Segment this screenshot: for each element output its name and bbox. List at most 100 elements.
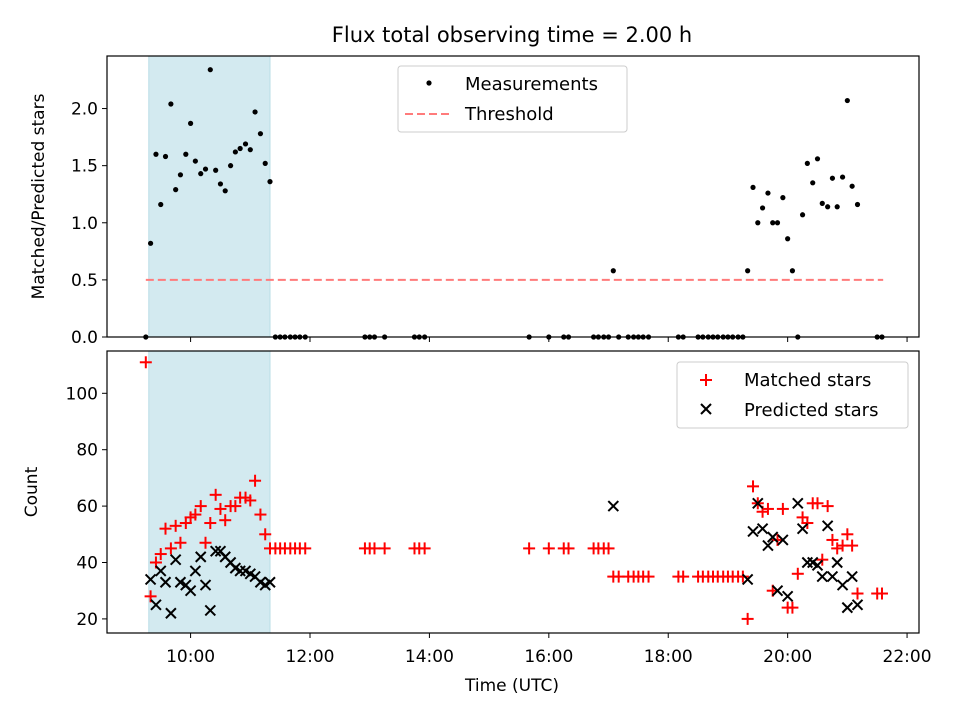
y-tick-label: 1.0	[71, 214, 98, 234]
matched-star-marker	[299, 542, 312, 555]
predicted-star-marker	[801, 556, 814, 569]
measurement-point	[267, 179, 273, 185]
ratio-y-ticks: 0.0 0.5 1.0 1.5 2.0	[71, 100, 107, 348]
predicted-star-marker	[174, 576, 187, 588]
matched-star-marker	[821, 500, 834, 513]
x-tick-label: 18:00	[644, 647, 693, 667]
ratio-y-axis-label: Matched/Predicted stars	[29, 93, 49, 299]
matched-star-marker	[677, 570, 690, 583]
marker-stroke	[180, 579, 192, 591]
measurement-point	[774, 220, 781, 226]
marker-stroke	[607, 500, 620, 512]
measurement-point	[780, 195, 786, 201]
marker-stroke	[836, 579, 849, 591]
marker-stroke	[195, 551, 207, 563]
legend-predicted-marker	[700, 403, 712, 415]
matched-star-marker	[194, 500, 207, 513]
matched-star-marker	[418, 542, 431, 555]
matched-star-marker	[214, 502, 227, 515]
measurement-point	[162, 153, 169, 160]
count-panel: 20 40 60 80 100 10:00 12:00 14:00 16:00 18:00 20:…	[22, 350, 932, 696]
measurement-point	[173, 187, 179, 193]
ratio-x-ticks	[190, 337, 908, 342]
measurement-point	[158, 201, 164, 208]
matched-star-marker	[139, 356, 152, 369]
measurement-point	[237, 145, 243, 152]
predicted-star-marker	[846, 570, 858, 583]
predicted-star-marker	[264, 576, 276, 588]
marker-stroke	[831, 556, 843, 569]
measurement-point	[202, 166, 209, 172]
x-tick-label: 16:00	[524, 647, 573, 667]
predicted-star-marker	[741, 573, 754, 586]
measurement-point	[799, 212, 806, 218]
x-tick-label: 14:00	[405, 647, 454, 667]
measurement-point	[183, 151, 189, 157]
measurement-point	[242, 141, 249, 147]
marker-stroke	[239, 565, 252, 577]
y-tick-label: 80	[76, 441, 98, 461]
measurement-point	[770, 220, 776, 226]
marker-stroke	[165, 607, 177, 619]
matched-star-marker	[831, 542, 844, 555]
marker-stroke	[841, 601, 854, 614]
measurement-point	[198, 171, 204, 177]
measurement-point	[810, 180, 816, 186]
matched-star-marker	[174, 536, 187, 549]
measurement-point	[232, 149, 238, 155]
predicted-star-marker	[144, 573, 157, 586]
x-tick-label: 22:00	[883, 647, 932, 667]
marker-stroke	[771, 584, 784, 597]
matched-star-marker	[154, 548, 167, 561]
matched-star-marker	[851, 587, 864, 600]
predicted-star-marker	[747, 525, 759, 538]
matched-star-marker	[189, 508, 202, 521]
predicted-star-marker	[796, 522, 809, 535]
legend-matched-marker	[700, 374, 712, 386]
x-axis-label: Time (UTC)	[464, 676, 559, 696]
x-tick-label: 10:00	[166, 647, 215, 667]
marker-stroke	[762, 539, 774, 552]
matched-star-marker	[642, 570, 655, 583]
marker-stroke	[741, 573, 754, 586]
measurement-point	[849, 183, 855, 189]
legend-predicted-label: Predicted stars	[744, 400, 878, 421]
predicted-star-marker	[821, 520, 834, 532]
predicted-star-marker	[777, 534, 789, 546]
marker-stroke	[249, 570, 261, 583]
measurement-point	[147, 240, 154, 246]
chart-title: Flux total observing time = 2.00 h	[332, 23, 692, 47]
y-tick-label: 60	[76, 497, 98, 517]
measurement-point	[222, 188, 228, 194]
marker-stroke	[150, 599, 162, 611]
predicted-star-marker	[851, 599, 864, 611]
matched-star-marker	[875, 587, 888, 600]
count-y-axis-label: Count	[22, 466, 42, 517]
matched-star-marker	[229, 500, 242, 513]
ratio-legend-box	[397, 65, 628, 133]
matched-star-marker	[169, 519, 182, 532]
measurement-point	[187, 120, 194, 126]
marker-stroke	[777, 534, 789, 546]
count-legend-box	[676, 361, 909, 429]
matched-star-marker	[791, 567, 804, 580]
matched-star-marker	[209, 488, 222, 501]
marker-stroke	[747, 525, 759, 538]
predicted-star-marker	[781, 590, 794, 603]
marker-stroke	[214, 545, 227, 557]
measurement-point	[819, 200, 825, 206]
matched-star-marker	[219, 514, 232, 527]
y-tick-label: 1.5	[71, 157, 98, 177]
marker-stroke	[169, 553, 182, 566]
legend-measurements-label: Measurements	[465, 74, 598, 95]
y-tick-label: 2.0	[71, 100, 98, 120]
measurement-point	[825, 204, 831, 210]
measurement-point	[213, 167, 219, 173]
predicted-star-marker	[169, 553, 182, 566]
predicted-markers	[144, 497, 864, 619]
matched-star-marker	[523, 542, 536, 555]
predicted-star-marker	[836, 579, 849, 591]
measurement-point	[759, 205, 766, 211]
measurement-point	[153, 151, 159, 157]
